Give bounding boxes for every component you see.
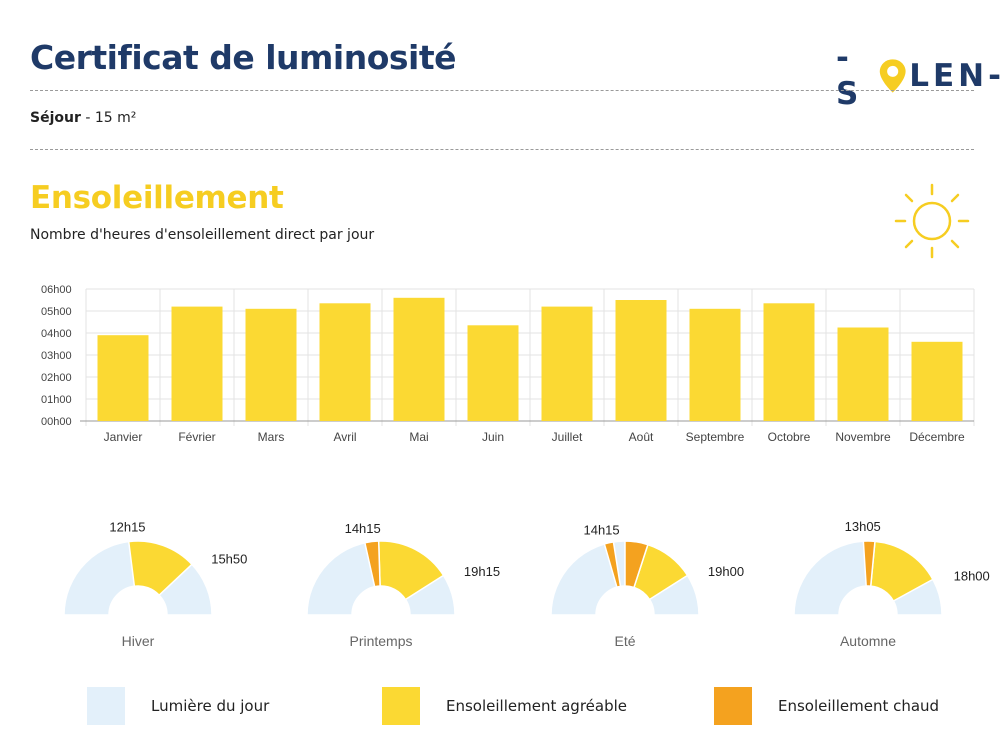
legend-swatch [87, 687, 125, 725]
y-tick-label: 02h00 [41, 372, 72, 384]
end-time-label: 19h00 [708, 564, 744, 579]
x-tick-label: Octobre [768, 430, 811, 444]
room-name: Séjour [30, 110, 81, 126]
x-tick-label: Mars [258, 430, 285, 444]
x-tick-label: Juillet [552, 430, 583, 444]
legend-label: Ensoleillement chaud [778, 697, 940, 715]
x-tick-label: Février [178, 430, 215, 444]
end-time-label: 15h50 [211, 551, 247, 566]
x-tick-label: Juin [482, 430, 504, 444]
season-gauges: 12h15 15h50 Hiver 14h15 19h15 Printemps 14h15 1… [0, 515, 1005, 665]
divider [30, 149, 974, 150]
y-tick-label: 06h00 [41, 284, 72, 296]
hot-sun-arc [363, 540, 381, 588]
room-detail: - 15 m² [80, 110, 137, 126]
x-tick-label: Août [629, 430, 654, 444]
bar-octobre [763, 303, 815, 421]
season-name: Hiver [122, 633, 155, 649]
hot-sun-arc [862, 540, 876, 587]
y-tick-label: 04h00 [41, 328, 72, 340]
divider [30, 90, 974, 91]
pleasant-sun-arc [377, 540, 445, 601]
y-tick-label: 05h00 [41, 306, 72, 318]
season-name: Eté [614, 633, 635, 649]
sun-icon [894, 183, 970, 259]
legend-item: Ensoleillement agréable [382, 686, 627, 726]
bar-août [615, 300, 667, 421]
legend-label: Ensoleillement agréable [446, 697, 627, 715]
section-title: Ensoleillement [30, 180, 284, 216]
hot-sun-arc [624, 540, 649, 589]
hot-sun-arc [603, 541, 622, 589]
y-tick-label: 01h00 [41, 394, 72, 406]
sunshine-bar-chart: 00h00 01h00 02h00 03h00 04h00 05h00 06h00 Janvi… [41, 284, 975, 444]
x-tick-label: Septembre [686, 430, 745, 444]
pleasant-sun-arc [127, 540, 194, 597]
bar-mars [245, 308, 297, 421]
x-tick-label: Janvier [104, 430, 143, 444]
pleasant-sun-arc [633, 543, 689, 601]
legend-label: Lumière du jour [151, 697, 270, 715]
legend-item: Ensoleillement chaud [714, 686, 939, 726]
season-name: Printemps [349, 633, 412, 649]
y-tick-label: 00h00 [41, 416, 72, 428]
bar-juillet [541, 306, 593, 421]
logo-text-left: -S [836, 40, 863, 112]
end-time-label: 18h00 [954, 569, 990, 584]
bar-janvier [97, 335, 149, 421]
section-subtitle: Nombre d'heures d'ensoleillement direct … [30, 227, 375, 243]
legend-swatch [382, 687, 420, 725]
x-tick-label: Mai [409, 430, 428, 444]
bar-avril [319, 303, 371, 421]
bar-septembre [689, 308, 741, 421]
end-time-label: 19h15 [464, 564, 500, 579]
start-time-label: 12h15 [109, 520, 145, 535]
bar-novembre [837, 327, 889, 421]
bar-février [171, 306, 223, 421]
room-info: Séjour - 15 m² [30, 110, 136, 126]
bar-décembre [911, 341, 963, 421]
solen-logo: -S LEN- [836, 40, 1005, 112]
bar-mai [393, 297, 445, 421]
legend-item: Lumière du jour [87, 686, 269, 726]
x-tick-label: Décembre [909, 430, 965, 444]
start-time-label: 14h15 [583, 522, 619, 537]
legend: Lumière du jour Ensoleillement agréable En… [0, 686, 1005, 728]
bar-juin [467, 325, 519, 421]
legend-swatch [714, 687, 752, 725]
x-tick-label: Novembre [835, 430, 891, 444]
x-tick-label: Avril [333, 430, 356, 444]
start-time-label: 13h05 [845, 519, 881, 534]
y-tick-label: 03h00 [41, 350, 72, 362]
start-time-label: 14h15 [345, 521, 381, 536]
logo-text-right: LEN- [909, 58, 1005, 94]
season-name: Automne [840, 633, 896, 649]
pleasant-sun-arc [869, 540, 934, 603]
location-pin-icon [879, 59, 906, 93]
page-title: Certificat de luminosité [30, 38, 457, 77]
